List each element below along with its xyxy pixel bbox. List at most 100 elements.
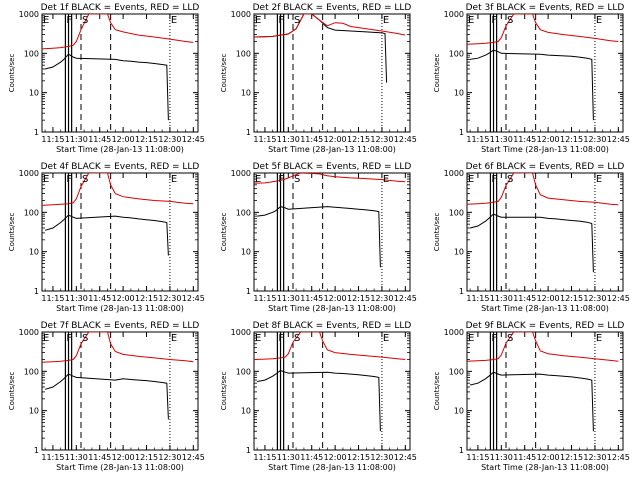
x-tick-label: 11:30 [277,453,300,462]
x-tick-label: 11:15 [466,453,489,462]
plot-frame [466,331,624,451]
marker-label: E [596,15,602,26]
y-axis-label: Counts/sec [8,54,16,93]
plot-frame [253,331,411,451]
y-tick-label: 10 [454,248,464,257]
x-tick-label: 12:00 [324,135,347,144]
events-series-line [44,373,169,420]
y-tick-label: 100 [449,208,464,217]
marker-label: S [294,174,300,185]
y-tick-label: 1 [246,128,251,137]
y-tick-label: 1 [246,287,251,296]
lld-series-line [254,14,406,38]
x-tick-label: 11:45 [513,453,536,462]
events-series-line [469,213,594,273]
marker-label: F [66,174,72,185]
plot-content [42,173,194,291]
marker-label: S [82,174,88,185]
panel-title: Det 2f BLACK = Events, RED = LLD [253,3,412,13]
marker-label: S [507,15,513,26]
y-tick-label: 1000 [19,169,39,178]
y-tick-label: 100 [449,367,464,376]
events-series-line [469,371,594,432]
marker-label: E [43,333,49,344]
x-tick-label: 11:30 [490,135,513,144]
detector-panel: Det 2f BLACK = Events, RED = LLD Counts/s… [220,3,417,154]
marker-label: S [82,333,88,344]
marker-label: E [171,15,177,26]
y-tick-label: 1 [459,287,464,296]
detector-panel: Det 7f BLACK = Events, RED = LLD Counts/s… [8,321,205,472]
marker-label: E [43,174,49,185]
marker-label: E [255,174,261,185]
x-tick-label: 12:30 [370,135,393,144]
panel-title: Det 4f BLACK = Events, RED = LLD [41,162,200,172]
y-tick-label: 1000 [444,10,464,19]
y-tick-label: 10 [29,89,39,98]
x-tick-label: 11:45 [300,453,323,462]
marker-label: E [255,333,261,344]
x-tick-label: 12:30 [158,294,181,303]
panel-title: Det 7f BLACK = Events, RED = LLD [41,321,200,331]
marker-label: E [596,174,602,185]
x-tick-label: 12:00 [537,453,560,462]
x-tick-label: 12:15 [135,135,158,144]
x-tick-label: 11:45 [513,135,536,144]
y-tick-label: 100 [236,49,251,58]
plot-content [467,14,619,132]
y-axis-label: Counts/sec [8,213,16,252]
marker-label: S [294,15,300,26]
marker-label: F [491,15,497,26]
x-tick-label: 12:45 [394,294,417,303]
marker-label: F [66,333,72,344]
y-tick-label: 100 [236,208,251,217]
x-tick-label: 12:45 [607,135,630,144]
x-axis-label: Start Time (28-Jan-13 11:08:00) [268,145,396,154]
x-tick-label: 12:00 [324,294,347,303]
x-tick-label: 11:45 [513,294,536,303]
y-tick-label: 10 [241,89,251,98]
marker-label: E [468,174,474,185]
x-tick-label: 11:15 [253,294,276,303]
x-axis-label: Start Time (28-Jan-13 11:08:00) [268,304,396,313]
x-tick-label: 11:15 [466,135,489,144]
x-tick-label: 12:00 [537,135,560,144]
lld-series-line [467,14,619,45]
x-axis-label: Start Time (28-Jan-13 11:08:00) [56,145,184,154]
x-tick-label: 11:45 [88,453,111,462]
plot-content [467,332,619,450]
marker-label: S [507,333,513,344]
lld-series-line [467,332,619,362]
detector-panel: Det 1f BLACK = Events, RED = LLD Counts/s… [8,3,205,154]
lld-series-line [42,173,194,206]
x-tick-label: 12:45 [182,453,205,462]
y-tick-label: 1 [34,128,39,137]
marker-label: E [596,333,602,344]
x-tick-label: 12:00 [112,453,135,462]
panel-title: Det 1f BLACK = Events, RED = LLD [41,3,200,13]
x-tick-label: 12:45 [607,453,630,462]
marker-label: F [491,333,497,344]
y-tick-label: 10 [29,248,39,257]
y-axis-label: Counts/sec [8,372,16,411]
y-tick-label: 100 [24,367,39,376]
marker-label: E [171,333,177,344]
x-tick-label: 12:30 [583,135,606,144]
x-tick-label: 12:45 [182,135,205,144]
detector-panel: Det 5f BLACK = Events, RED = LLD Counts/s… [220,162,417,313]
y-tick-label: 10 [29,407,39,416]
x-tick-label: 12:15 [347,294,370,303]
x-tick-label: 11:30 [490,453,513,462]
detector-panel: Det 6f BLACK = Events, RED = LLD Counts/s… [433,162,630,313]
y-tick-label: 100 [24,208,39,217]
marker-label: E [383,174,389,185]
x-tick-label: 12:15 [560,135,583,144]
events-series-line [44,214,169,256]
plot-frame [466,172,624,292]
marker-label: E [468,333,474,344]
y-tick-label: 1 [34,446,39,455]
y-tick-label: 100 [449,49,464,58]
x-tick-label: 12:00 [112,294,135,303]
x-tick-label: 11:30 [490,294,513,303]
